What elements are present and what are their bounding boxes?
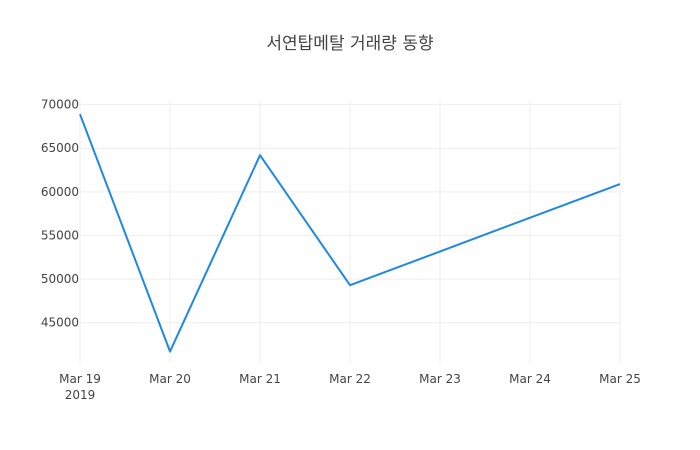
- x-tick-label: Mar 23: [419, 372, 461, 386]
- y-tick-label: 60000: [41, 185, 79, 199]
- series-line-0: [79, 113, 621, 353]
- y-tick-label: 70000: [41, 98, 79, 112]
- y-tick-label: 65000: [41, 141, 79, 155]
- series-layer: [79, 113, 621, 353]
- x-tick-label: Mar 22: [329, 372, 371, 386]
- y-tick-label: 45000: [41, 316, 79, 330]
- x-tick-label: Mar 19: [59, 372, 101, 386]
- y-tick-label: 50000: [41, 272, 79, 286]
- grid-layer: [79, 102, 621, 362]
- x-tick-label: Mar 24: [509, 372, 551, 386]
- x-tick-year-label: 2019: [65, 388, 96, 402]
- chart-title: 서연탑메탈 거래량 동향: [266, 34, 433, 54]
- x-tick-label: Mar 25: [599, 372, 641, 386]
- y-tick-label: 55000: [41, 228, 79, 242]
- x-tick-label: Mar 20: [149, 372, 191, 386]
- axis-layer: Mar 19 Mar 20 Mar 21 Mar 22 Mar 23 Mar 24 Mar …: [41, 98, 641, 402]
- x-tick-label: Mar 21: [239, 372, 281, 386]
